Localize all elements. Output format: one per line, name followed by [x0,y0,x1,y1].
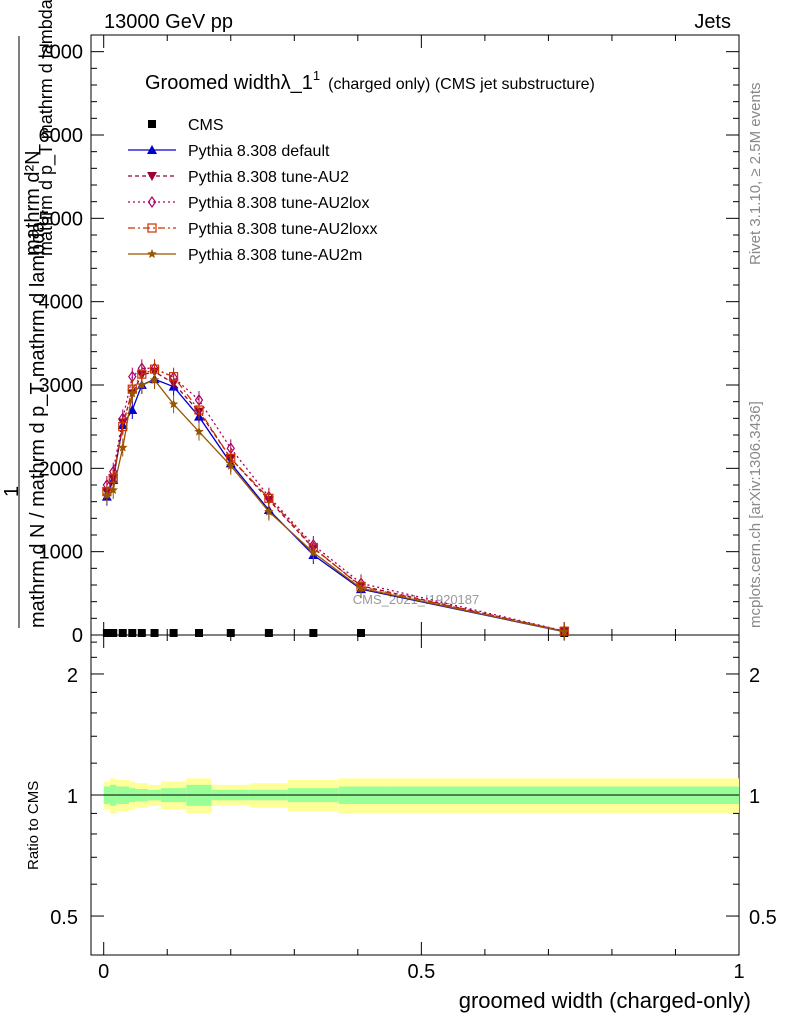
ratio-y-axis-label: Ratio to CMS [25,781,42,870]
cms-data-point [264,629,273,637]
main-y-axis-label: mathrm d²N mathrm d p_T mathrm d lambda … [1,0,57,628]
legend-label: Pythia 8.308 default [188,143,330,160]
main-ytick-label: 5000 [39,208,84,230]
legend-entry: Pythia 8.308 default [128,143,330,160]
series-point [102,490,112,499]
series-point [559,626,569,636]
ratio-uncertainty-bands [103,778,739,814]
main-y-axis: 0 1000 2000 3000 4000 5000 6000 7000 [39,42,739,647]
series-point [168,399,179,409]
header-left: 13000 GeV pp [104,11,233,33]
ratio-y-axis: 0.5 0.5 1 1 2 2 [50,641,777,929]
series-line [106,378,565,633]
legend-label: Pythia 8.308 tune-AU2 [188,169,349,186]
series-point [264,493,274,503]
ratio-ytick-label: 0.5 [50,907,78,929]
legend: CMS Pythia 8.308 default Pythia 8.308 tune… [128,117,377,264]
legend-marker [147,172,157,181]
cms-data-point [357,629,365,637]
main-ytick-label: 2000 [39,458,84,480]
series-layer [101,359,570,641]
legend-marker [147,223,157,233]
series-point [226,460,236,470]
xtick-label: 1 [733,961,744,983]
series-5 [102,371,569,641]
x-axis-label: groomed width (charged-only) [459,988,751,1013]
legend-label: Pythia 8.308 tune-AU2loxx [188,221,377,238]
series-point [194,426,204,436]
legend-entry: CMS [148,117,224,134]
cms-data-point [118,629,127,637]
side-label-rivet: Rivet 3.1.10, ≥ 2.5M events [747,83,764,266]
series-point [127,405,138,414]
main-ytick-label: 1000 [39,542,84,564]
main-ytick-label: 7000 [39,42,84,64]
cms-data-point [226,629,235,637]
main-ylabel-one: 1 [1,486,23,497]
plot-title-sub: (charged only) (CMS jet substructure) [328,76,595,93]
ratio-ytick-label: 1 [67,786,78,808]
plot-title-sup: 1 [313,68,320,83]
side-label-mcplots: mcplots.cern.ch [arXiv:1306.3436] [747,401,764,628]
main-ylabel-fraction-den: mathrm d N / mathrm d p_T mathrm d lambd… [27,221,49,628]
legend-entry: Pythia 8.308 tune-AU2loxx [128,221,377,238]
series-point [149,375,160,384]
main-ylabel-numerator: mathrm d²N [22,150,44,256]
main-ylabel-den: mathrm d p_T mathrm d lambda [36,0,57,256]
cms-data-point [137,629,146,637]
series-point [168,372,179,382]
ratio-ytick-label-right: 1 [749,786,760,808]
series-line [106,379,565,633]
series-point [308,547,319,557]
series-point [127,388,137,398]
xtick-label: 0 [98,961,109,983]
series-line [106,367,565,632]
series-point [118,442,128,452]
ratio-ytick-label-right: 2 [749,665,760,687]
legend-label: Pythia 8.308 tune-AU2m [188,247,362,264]
series-point [356,583,366,593]
plot-title-main: Groomed widthλ_1 [145,72,313,94]
legend-marker [148,120,156,128]
series-point [264,506,274,516]
xtick-label: 0.5 [407,961,435,983]
series-line [106,371,565,632]
header-right: Jets [694,11,731,33]
series-1 [101,370,570,641]
ratio-ytick-label-right: 0.5 [749,907,777,929]
cms-data-point [309,629,318,637]
legend-marker [147,145,157,154]
series-line [106,368,565,632]
legend-label: Pythia 8.308 tune-AU2lox [188,195,369,212]
main-ytick-label: 0 [72,625,83,647]
ratio-ytick-label: 2 [67,665,78,687]
main-ytick-label: 4000 [39,292,84,314]
plot-title: Groomed widthλ_11 (charged only) (CMS jet… [145,68,595,94]
main-ytick-label: 3000 [39,375,84,397]
legend-entry: Pythia 8.308 tune-AU2m [128,247,362,264]
series-point [194,405,204,415]
x-axis: 0 0.5 1 [98,35,745,983]
cms-data-point [169,629,178,637]
series-point [108,485,118,494]
cms-data-point [109,629,118,637]
cms-data-point [102,629,111,637]
cms-data-point [128,629,137,637]
legend-entry: Pythia 8.308 tune-AU2lox [128,195,369,212]
cms-data-point [150,629,159,637]
series-point [137,380,147,389]
legend-label: CMS [188,117,224,134]
legend-marker [147,249,157,258]
legend-marker [147,195,157,209]
main-ytick-label: 6000 [39,125,84,147]
cms-data-point [195,629,203,637]
legend-entry: Pythia 8.308 tune-AU2 [128,169,349,186]
